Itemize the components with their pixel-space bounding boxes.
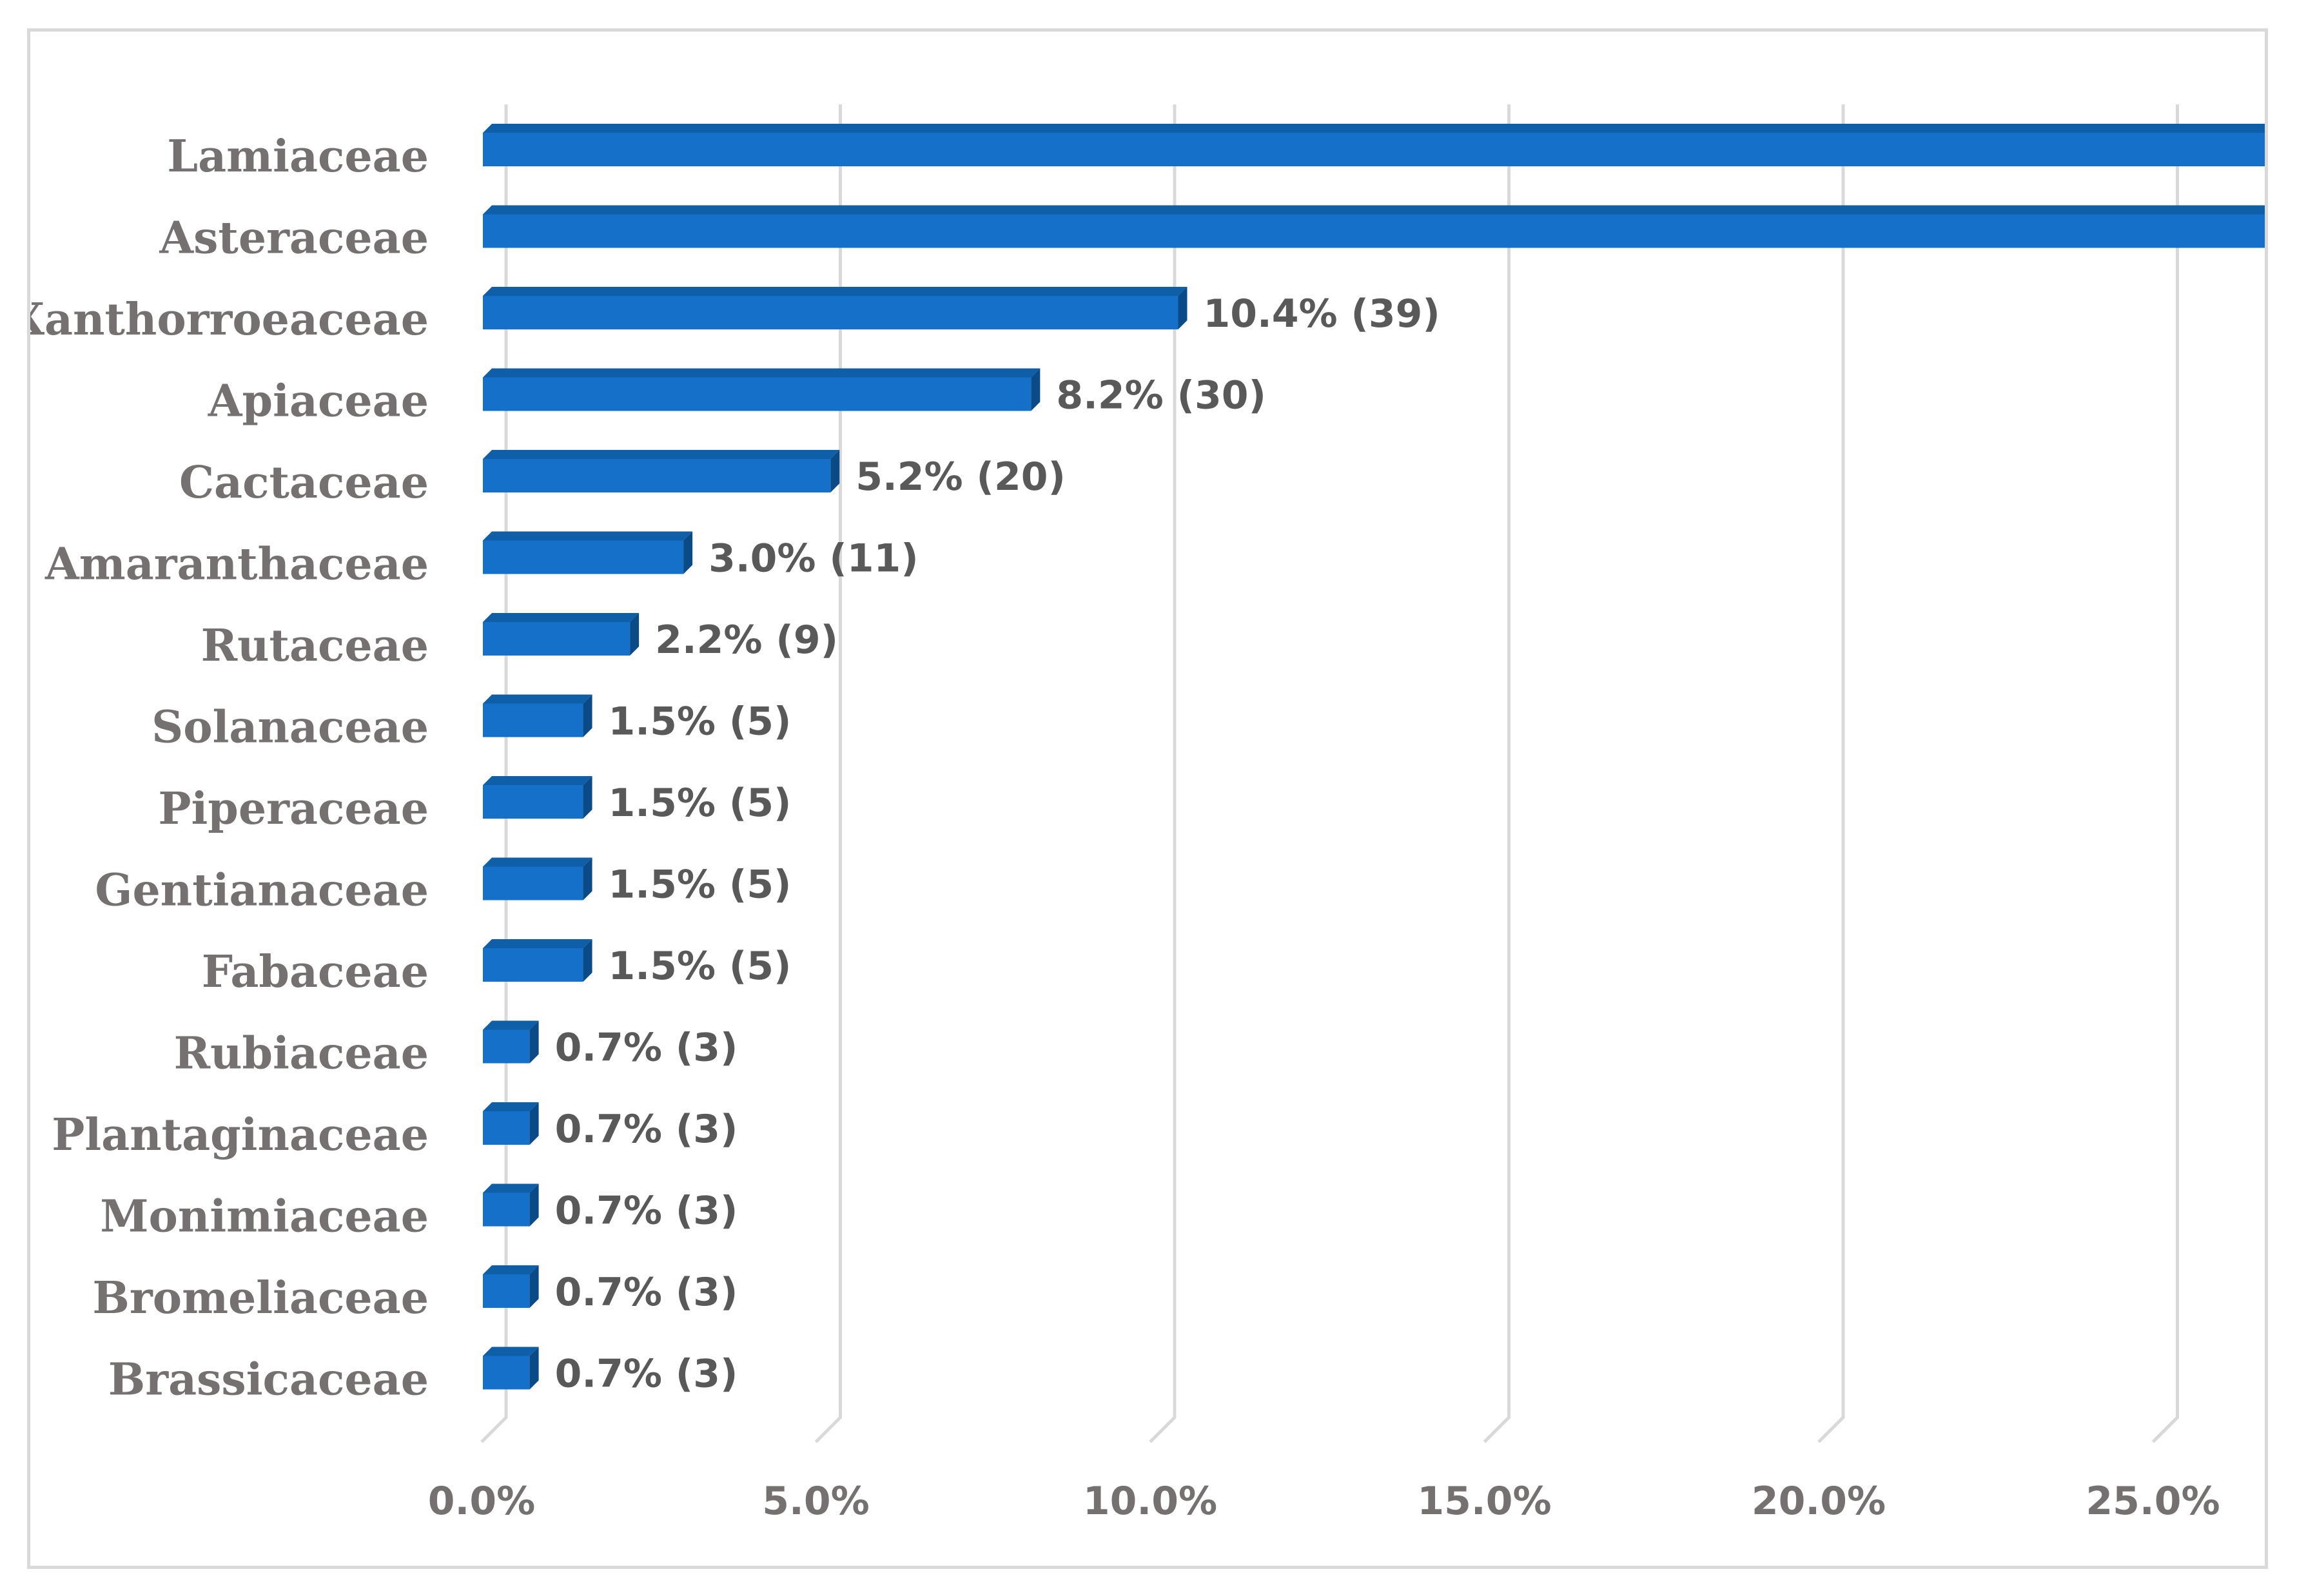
x-axis-tick-labels: 0.0%5.0%10.0%15.0%20.0%25.0%30.0%35.0% <box>428 1479 2220 1524</box>
data-label: 1.5% (5) <box>609 944 792 989</box>
category-label: Plantaginaceae <box>52 1109 429 1161</box>
data-label: 5.2% (20) <box>855 454 1066 500</box>
data-label: 0.7% (3) <box>555 1026 738 1071</box>
category-label: Brassicaceae <box>108 1354 429 1406</box>
category-label: Bromeliaceae <box>92 1272 429 1324</box>
category-label: Apiaceae <box>208 376 429 427</box>
data-label: 3.0% (11) <box>709 536 919 581</box>
bar <box>483 776 592 819</box>
data-label: 0.7% (3) <box>555 1107 738 1152</box>
bar <box>483 1347 539 1390</box>
gridline <box>2151 104 2179 1443</box>
bar <box>483 287 1188 329</box>
bar <box>483 205 2265 248</box>
bars <box>483 124 2265 1390</box>
data-labels: 32.8% (121)28.4% (105)10.4% (39)8.2% (30… <box>555 291 1440 1397</box>
category-label: Asteraceae <box>159 213 429 264</box>
data-label: 0.7% (3) <box>555 1189 738 1234</box>
bar <box>483 1265 539 1308</box>
gridline <box>1483 104 1510 1443</box>
gridline <box>1817 104 1845 1443</box>
data-label: 1.5% (5) <box>609 699 792 744</box>
data-label: 0.7% (3) <box>555 1270 738 1315</box>
category-label: Rubiaceae <box>174 1028 429 1080</box>
bar <box>483 1183 539 1227</box>
x-tick-label: 20.0% <box>1752 1479 1886 1524</box>
data-label: 8.2% (30) <box>1056 373 1266 418</box>
data-label: 1.5% (5) <box>609 781 792 826</box>
gridlines <box>480 104 2179 1443</box>
category-label: Amaranthaceae <box>44 539 429 590</box>
data-label: 2.2% (9) <box>655 618 838 663</box>
bar <box>483 368 1041 411</box>
category-label: Fabaceae <box>202 946 429 998</box>
x-tick-label: 0.0% <box>428 1479 535 1524</box>
chart-frame: Lamiaceae Asteraceae Xanthorroeaceae Apiace… <box>27 28 2268 1569</box>
bar <box>483 857 592 900</box>
category-label: Xanthorroeaceae <box>30 294 429 345</box>
bar <box>483 124 2265 166</box>
category-label: Piperaceae <box>158 783 429 835</box>
category-label: Gentianaceae <box>95 865 429 917</box>
bar <box>483 1020 539 1064</box>
x-tick-label: 10.0% <box>1083 1479 1217 1524</box>
bar <box>483 531 693 574</box>
x-tick-label: 25.0% <box>2086 1479 2220 1524</box>
category-labels: Lamiaceae Asteraceae Xanthorroeaceae Apiace… <box>30 131 429 1406</box>
x-tick-label: 15.0% <box>1417 1479 1551 1524</box>
x-tick-label: 5.0% <box>762 1479 869 1524</box>
gridline <box>1149 104 1177 1443</box>
category-label: Cactaceae <box>179 457 429 509</box>
bar-chart: Lamiaceae Asteraceae Xanthorroeaceae Apiace… <box>30 104 2265 1524</box>
gridline <box>814 104 842 1443</box>
bar <box>483 450 840 492</box>
data-label: 10.4% (39) <box>1203 291 1440 336</box>
data-label: 1.5% (5) <box>609 862 792 908</box>
bar <box>483 613 640 656</box>
bar <box>483 1102 539 1145</box>
data-label: 0.7% (3) <box>555 1352 738 1397</box>
bar <box>483 939 592 982</box>
category-label: Solanaceae <box>152 702 429 754</box>
bar <box>483 694 592 737</box>
category-label: Monimiaceae <box>100 1191 429 1243</box>
category-label: Lamiaceae <box>167 131 429 182</box>
category-label: Rutaceae <box>201 620 429 672</box>
